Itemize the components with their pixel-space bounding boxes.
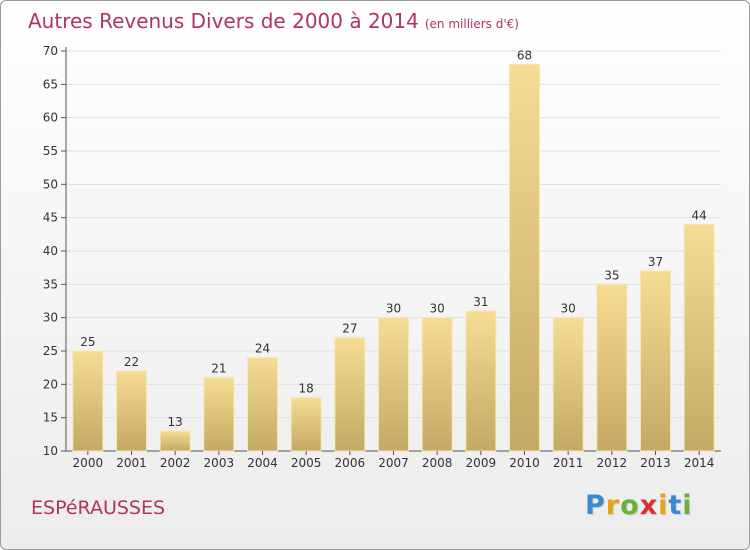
logo-letter: o [620,490,640,521]
y-tick-label: 65 [43,77,58,91]
y-tick-label: 20 [43,377,58,391]
bar [465,310,497,452]
x-tick-label: 2003 [204,456,235,470]
bar [421,317,453,452]
y-tick-label: 25 [43,344,58,358]
bar-value-label: 35 [604,268,619,282]
x-tick-label: 2004 [247,456,278,470]
x-tick-label: 2001 [116,456,147,470]
bar [203,377,235,452]
bar [378,317,409,452]
y-tick-label: 70 [43,44,58,58]
chart-subtitle: (en milliers d'€) [424,17,519,31]
bar [683,223,715,452]
bar [290,397,322,452]
bar-value-label: 13 [168,415,183,429]
logo-letter: r [605,490,621,521]
y-tick-label: 10 [43,444,58,458]
chart-title-text: Autres Revenus Divers de 2000 à 2014 [28,9,419,33]
x-tick-label: 2002 [160,456,191,470]
x-tick-label: 2005 [291,456,322,470]
chart-title: Autres Revenus Divers de 2000 à 2014 (en … [28,9,519,33]
commune-name: ESPéRAUSSES [31,497,166,519]
x-tick-label: 2010 [509,456,540,470]
logo-letter: x [639,490,659,521]
bar-value-label: 68 [517,48,532,62]
bar [247,357,278,452]
logo-letter: t [668,490,683,521]
bar-value-label: 22 [124,355,139,369]
bar-value-label: 30 [561,302,576,316]
y-tick-label: 35 [43,277,58,291]
x-tick-label: 2013 [640,456,671,470]
bar [509,63,540,452]
x-tick-label: 2007 [378,456,409,470]
y-tick-label: 15 [43,411,58,425]
logo-letter: i [658,490,669,521]
bar-value-label: 21 [211,362,226,376]
bar [640,270,671,452]
bar [72,350,104,452]
bar-value-label: 25 [80,335,95,349]
logo-letter: P [585,490,606,521]
y-tick-label: 55 [43,144,58,158]
x-tick-label: 2008 [422,456,453,470]
y-tick-label: 40 [43,244,58,258]
bar-value-label: 31 [473,295,488,309]
logo-letter: i [682,490,693,521]
y-tick-label: 50 [43,177,58,191]
bar [334,337,366,452]
x-tick-label: 2000 [73,456,104,470]
bar-value-label: 18 [299,382,314,396]
bar-value-label: 30 [430,302,445,316]
bar [596,283,628,452]
x-tick-label: 2012 [597,456,628,470]
x-tick-label: 2006 [335,456,366,470]
y-tick-label: 45 [43,211,58,225]
bar-value-label: 24 [255,342,270,356]
x-tick-label: 2014 [684,456,715,470]
bar [552,317,584,452]
bar [116,370,147,452]
proxiti-logo[interactable]: Proxiti [585,490,693,521]
bar-value-label: 27 [342,322,357,336]
x-tick-label: 2009 [466,456,497,470]
bar [159,430,191,452]
y-tick-label: 60 [43,111,58,125]
x-tick-label: 2011 [553,456,584,470]
y-tick-label: 30 [43,311,58,325]
bar-value-label: 37 [648,255,663,269]
bar-value-label: 30 [386,302,401,316]
bar-value-label: 44 [692,208,707,222]
